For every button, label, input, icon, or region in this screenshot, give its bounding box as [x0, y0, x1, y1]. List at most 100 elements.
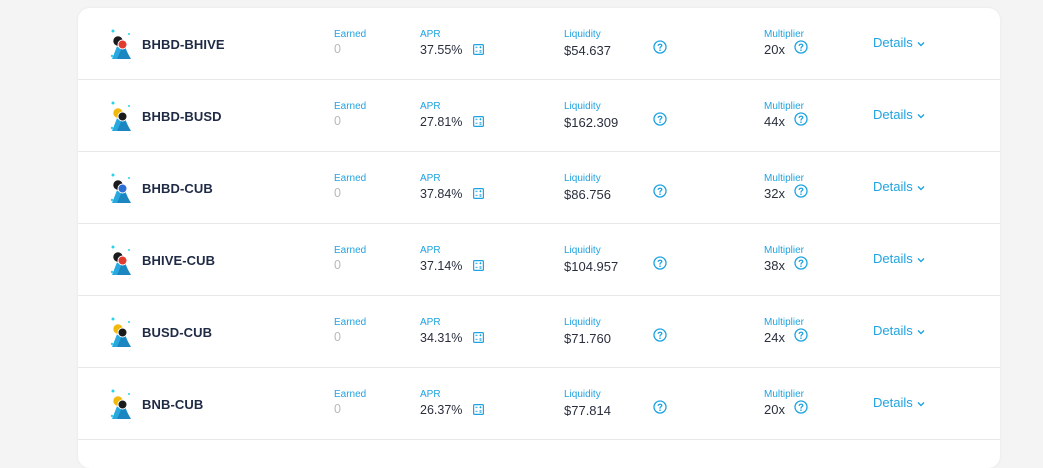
apr-value: 26.37%	[420, 403, 463, 417]
earned-value: 0	[334, 186, 341, 200]
apr-value: 34.31%	[420, 331, 463, 345]
multiplier-label: Multiplier	[764, 101, 805, 112]
details-label: Details	[873, 179, 913, 194]
details-label: Details	[873, 251, 913, 266]
multiplier-value: 20x	[764, 42, 785, 57]
multiplier-value: 44x	[764, 114, 785, 129]
liquidity-value: $162.309	[564, 115, 619, 130]
calculator-icon[interactable]	[473, 404, 484, 415]
apr-label: APR	[420, 317, 441, 328]
calculator-icon[interactable]	[473, 116, 484, 127]
earned-label: Earned	[334, 245, 367, 256]
liquidity-value: $104.957	[564, 259, 619, 274]
calculator-icon[interactable]	[473, 260, 484, 271]
earned-value: 0	[334, 330, 341, 344]
liquidity-value: $71.760	[564, 331, 611, 346]
question-circle-icon[interactable]	[794, 112, 808, 126]
question-circle-icon[interactable]	[794, 40, 808, 54]
farm-row: BHIVE-CUB Earned 0 APR 37.14% Liquidity …	[78, 224, 1000, 296]
multiplier-value: 20x	[764, 402, 785, 417]
question-circle-icon[interactable]	[653, 256, 667, 270]
pair-name: BUSD-CUB	[142, 325, 213, 340]
apr-value: 37.14%	[420, 259, 463, 273]
earned-label: Earned	[334, 101, 367, 112]
details-label: Details	[873, 395, 913, 410]
earned-value: 0	[334, 42, 341, 56]
chevron-down-icon	[917, 329, 925, 335]
details-button[interactable]: Details	[873, 107, 925, 122]
multiplier-label: Multiplier	[764, 29, 805, 40]
token-pair-icon	[110, 317, 131, 347]
farm-row: BHBD-CUB Earned 0 APR 37.84% Liquidity $…	[78, 152, 1000, 224]
question-circle-icon[interactable]	[653, 112, 667, 126]
multiplier-value: 24x	[764, 330, 785, 345]
token-pair-icon	[110, 389, 131, 419]
multiplier-label: Multiplier	[764, 389, 805, 400]
liquidity-value: $86.756	[564, 187, 611, 202]
multiplier-value: 32x	[764, 186, 785, 201]
farm-row: BUSD-CUB Earned 0 APR 34.31% Liquidity $…	[78, 296, 1000, 368]
token-pair-icon	[110, 29, 131, 59]
apr-label: APR	[420, 245, 441, 256]
chevron-down-icon	[917, 113, 925, 119]
liquidity-label: Liquidity	[564, 173, 601, 184]
details-button[interactable]: Details	[873, 35, 925, 50]
earned-value: 0	[334, 258, 341, 272]
earned-value: 0	[334, 114, 341, 128]
question-circle-icon[interactable]	[794, 256, 808, 270]
liquidity-label: Liquidity	[564, 245, 601, 256]
question-circle-icon[interactable]	[653, 40, 667, 54]
details-button[interactable]: Details	[873, 179, 925, 194]
earned-value: 0	[334, 402, 341, 416]
apr-label: APR	[420, 101, 441, 112]
apr-value: 27.81%	[420, 115, 463, 129]
liquidity-label: Liquidity	[564, 317, 601, 328]
calculator-icon[interactable]	[473, 332, 484, 343]
question-circle-icon[interactable]	[794, 184, 808, 198]
question-circle-icon[interactable]	[653, 184, 667, 198]
token-pair-icon	[110, 101, 131, 131]
liquidity-label: Liquidity	[564, 29, 601, 40]
details-label: Details	[873, 323, 913, 338]
pair-name: BHBD-BUSD	[142, 109, 222, 124]
multiplier-label: Multiplier	[764, 173, 805, 184]
calculator-icon[interactable]	[473, 188, 484, 199]
pair-name: BHBD-CUB	[142, 181, 213, 196]
question-circle-icon[interactable]	[653, 400, 667, 414]
chevron-down-icon	[917, 401, 925, 407]
details-label: Details	[873, 35, 913, 50]
liquidity-value: $77.814	[564, 403, 611, 418]
question-circle-icon[interactable]	[794, 328, 808, 342]
chevron-down-icon	[917, 185, 925, 191]
apr-label: APR	[420, 29, 441, 40]
chevron-down-icon	[917, 41, 925, 47]
pair-name: BHBD-BHIVE	[142, 37, 225, 52]
liquidity-label: Liquidity	[564, 389, 601, 400]
apr-label: APR	[420, 389, 441, 400]
earned-label: Earned	[334, 173, 367, 184]
apr-label: APR	[420, 173, 441, 184]
liquidity-label: Liquidity	[564, 101, 601, 112]
pair-name: BHIVE-CUB	[142, 253, 216, 268]
calculator-icon[interactable]	[473, 44, 484, 55]
details-button[interactable]: Details	[873, 323, 925, 338]
token-pair-icon	[110, 245, 131, 275]
question-circle-icon[interactable]	[653, 328, 667, 342]
token-pair-icon	[110, 173, 131, 203]
earned-label: Earned	[334, 29, 367, 40]
farm-row: BHBD-BUSD Earned 0 APR 27.81% Liquidity …	[78, 80, 1000, 152]
multiplier-label: Multiplier	[764, 317, 805, 328]
earned-label: Earned	[334, 317, 367, 328]
chevron-down-icon	[917, 257, 925, 263]
liquidity-value: $54.637	[564, 43, 611, 58]
multiplier-label: Multiplier	[764, 245, 805, 256]
question-circle-icon[interactable]	[794, 400, 808, 414]
details-label: Details	[873, 107, 913, 122]
details-button[interactable]: Details	[873, 251, 925, 266]
apr-value: 37.84%	[420, 187, 463, 201]
farm-row: BNB-CUB Earned 0 APR 26.37% Liquidity $7…	[78, 368, 1000, 440]
pair-name: BNB-CUB	[142, 397, 204, 412]
details-button[interactable]: Details	[873, 395, 925, 410]
farms-table: BHBD-BHIVE Earned 0 APR 37.55% Liquidity…	[78, 8, 1000, 468]
multiplier-value: 38x	[764, 258, 785, 273]
